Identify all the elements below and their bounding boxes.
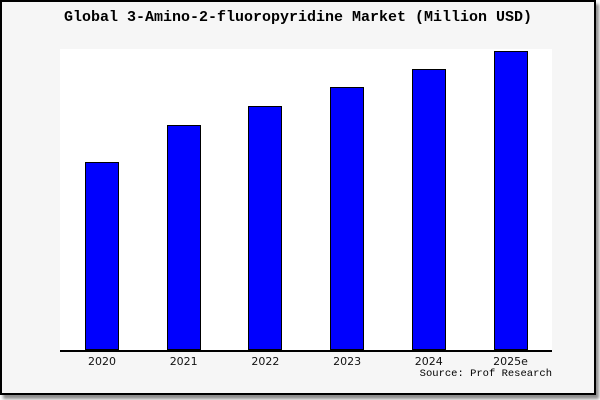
x-tick-label-2022: 2022 (251, 355, 280, 368)
x-tick-label-2023: 2023 (333, 355, 362, 368)
bar-2020 (85, 162, 119, 350)
source-credit: Source: Prof Research (419, 368, 552, 380)
bar-2023 (330, 87, 365, 350)
bar-2021 (166, 125, 201, 350)
bar-2022 (248, 106, 283, 350)
x-tick-label-2025e: 2025e (493, 355, 528, 368)
bar-2024 (411, 69, 446, 350)
x-tick-label-2020: 2020 (88, 355, 116, 368)
plot-area (60, 49, 552, 352)
x-tick-label-2024: 2024 (414, 355, 443, 368)
x-tick-label-2021: 2021 (169, 355, 198, 368)
bar-2025e (493, 51, 528, 350)
x-axis-labels: 2020 2021 2022 2023 2024 2025e (60, 355, 552, 369)
chart-title: Global 3-Amino-2-fluoropyridine Market (… (63, 9, 533, 26)
